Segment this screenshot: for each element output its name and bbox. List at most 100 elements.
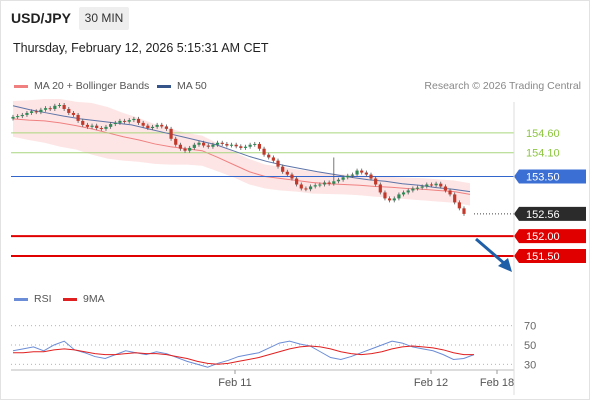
candle-body xyxy=(388,198,392,201)
level-label-bg xyxy=(514,169,586,184)
candle-body xyxy=(262,148,266,155)
candle-body xyxy=(197,142,201,145)
candle-body xyxy=(202,142,206,146)
ma20-line xyxy=(12,118,471,195)
candle-body xyxy=(95,125,99,129)
legend-rsi: RSI xyxy=(14,293,52,305)
candle-body xyxy=(406,190,410,193)
candle-body xyxy=(25,112,29,115)
candle-body xyxy=(271,157,275,161)
level-label-154.10: 154.10 xyxy=(526,148,560,160)
candle-body xyxy=(192,144,196,148)
forecast-arrow-head xyxy=(498,258,512,272)
candle-body xyxy=(174,138,178,145)
candle-body xyxy=(360,170,364,173)
legend-ma50-swatch xyxy=(157,84,171,88)
candle-body xyxy=(397,194,401,199)
candle-body xyxy=(253,143,257,145)
candle-body xyxy=(109,124,113,127)
level-label-153.50: 153.50 xyxy=(526,172,560,184)
candle-body xyxy=(48,108,52,110)
candle-body xyxy=(71,112,76,115)
candle-body xyxy=(434,183,438,186)
candle-body xyxy=(383,192,387,199)
legend-9ma-swatch xyxy=(63,297,77,301)
candle-body xyxy=(188,147,192,151)
candle-body xyxy=(132,118,136,121)
legend-rsi-label: RSI xyxy=(34,293,52,305)
level-label-bg xyxy=(514,206,586,221)
candle-body xyxy=(295,178,299,185)
candle-body xyxy=(401,192,406,195)
candle-body xyxy=(141,122,145,126)
level-label-152.56: 152.56 xyxy=(526,209,560,221)
candle-body xyxy=(327,182,331,184)
rsi-tick-label: 70 xyxy=(524,321,536,333)
x-tick-label: Feb 18 xyxy=(480,377,514,389)
candle-body xyxy=(229,144,234,146)
candle-body xyxy=(164,126,169,129)
candle-body xyxy=(76,114,80,121)
candle-body xyxy=(160,124,164,127)
candle-body xyxy=(378,184,382,193)
candle-body xyxy=(234,144,238,147)
candle-body xyxy=(169,128,173,139)
legend-rsi-swatch xyxy=(14,297,28,301)
candle-body xyxy=(369,174,373,179)
candle-body xyxy=(420,186,424,188)
x-tick-label: Feb 11 xyxy=(218,377,251,389)
candle-body xyxy=(276,160,280,167)
candle-body xyxy=(285,171,289,175)
forecast-arrow-shaft xyxy=(475,237,506,266)
timeframe-badge[interactable]: 30 MIN xyxy=(79,7,129,30)
candle-body xyxy=(34,111,38,113)
candle-body xyxy=(239,146,243,148)
candle-body xyxy=(290,174,294,179)
candle-body xyxy=(336,179,341,182)
level-label-bg xyxy=(514,249,586,264)
candle-body xyxy=(257,143,262,149)
candle-body xyxy=(136,118,141,123)
legend-ma50-label: MA 50 xyxy=(177,80,207,92)
candle-body xyxy=(220,142,224,144)
candle-body xyxy=(225,143,229,146)
candle-body xyxy=(318,184,322,186)
candle-body xyxy=(332,181,336,184)
candle-body xyxy=(11,116,15,119)
candle-body xyxy=(443,186,448,191)
rsi-tick-label: 30 xyxy=(524,359,536,371)
candle-body xyxy=(448,190,452,195)
candle-body xyxy=(429,184,434,186)
candle-body xyxy=(150,126,155,129)
candle-body xyxy=(355,170,359,175)
candle-body xyxy=(90,125,94,127)
candle-body xyxy=(308,186,313,190)
candle-body xyxy=(248,144,252,147)
candle-body xyxy=(322,182,327,185)
candle-body xyxy=(122,120,127,122)
bollinger-band xyxy=(13,99,470,206)
candle-body xyxy=(341,177,345,180)
ma50-line xyxy=(12,105,471,193)
candle-body xyxy=(29,111,34,113)
candle-body xyxy=(113,122,117,125)
level-label-bg xyxy=(514,229,586,244)
candle-body xyxy=(453,194,457,203)
level-label-151.50: 151.50 xyxy=(526,251,560,263)
candle-body xyxy=(439,183,443,187)
candle-body xyxy=(299,184,303,189)
candle-body xyxy=(211,144,215,147)
candle-body xyxy=(206,145,210,147)
candle-body xyxy=(16,116,20,118)
candle-body xyxy=(462,208,466,214)
candle-body xyxy=(155,124,159,127)
candle-body xyxy=(85,124,89,127)
candle-body xyxy=(146,125,150,129)
rsi-series-rsi xyxy=(12,340,475,368)
level-label-154.60: 154.60 xyxy=(526,128,560,140)
candle-body xyxy=(81,120,85,125)
legend-ma50: MA 50 xyxy=(157,80,207,92)
candle-body xyxy=(374,178,378,185)
candle-body xyxy=(43,108,48,110)
candle-body xyxy=(57,104,62,106)
